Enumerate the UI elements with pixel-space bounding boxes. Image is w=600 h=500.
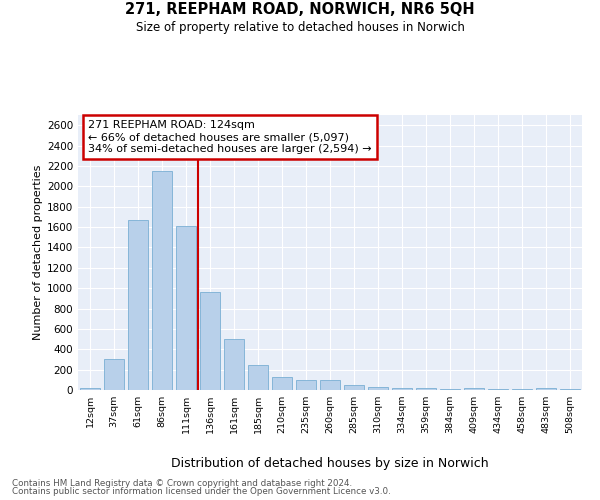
Bar [296, 380, 316, 390]
Bar [200, 292, 220, 390]
Bar [320, 380, 340, 390]
Bar [368, 388, 388, 390]
Bar [440, 389, 460, 390]
Bar [488, 389, 508, 390]
Bar [344, 385, 364, 390]
Bar [80, 388, 100, 390]
Text: Contains public sector information licensed under the Open Government Licence v3: Contains public sector information licen… [12, 487, 391, 496]
Bar [536, 388, 556, 390]
Bar [104, 360, 124, 390]
Bar [248, 365, 268, 390]
Bar [152, 171, 172, 390]
Bar [128, 220, 148, 390]
Bar [272, 378, 292, 390]
Text: 271, REEPHAM ROAD, NORWICH, NR6 5QH: 271, REEPHAM ROAD, NORWICH, NR6 5QH [125, 2, 475, 18]
Text: Distribution of detached houses by size in Norwich: Distribution of detached houses by size … [171, 458, 489, 470]
Text: 271 REEPHAM ROAD: 124sqm
← 66% of detached houses are smaller (5,097)
34% of sem: 271 REEPHAM ROAD: 124sqm ← 66% of detach… [88, 120, 372, 154]
Text: Size of property relative to detached houses in Norwich: Size of property relative to detached ho… [136, 21, 464, 34]
Text: Contains HM Land Registry data © Crown copyright and database right 2024.: Contains HM Land Registry data © Crown c… [12, 478, 352, 488]
Bar [416, 388, 436, 390]
Bar [464, 388, 484, 390]
Bar [392, 388, 412, 390]
Y-axis label: Number of detached properties: Number of detached properties [33, 165, 43, 340]
Bar [176, 226, 196, 390]
Bar [224, 339, 244, 390]
